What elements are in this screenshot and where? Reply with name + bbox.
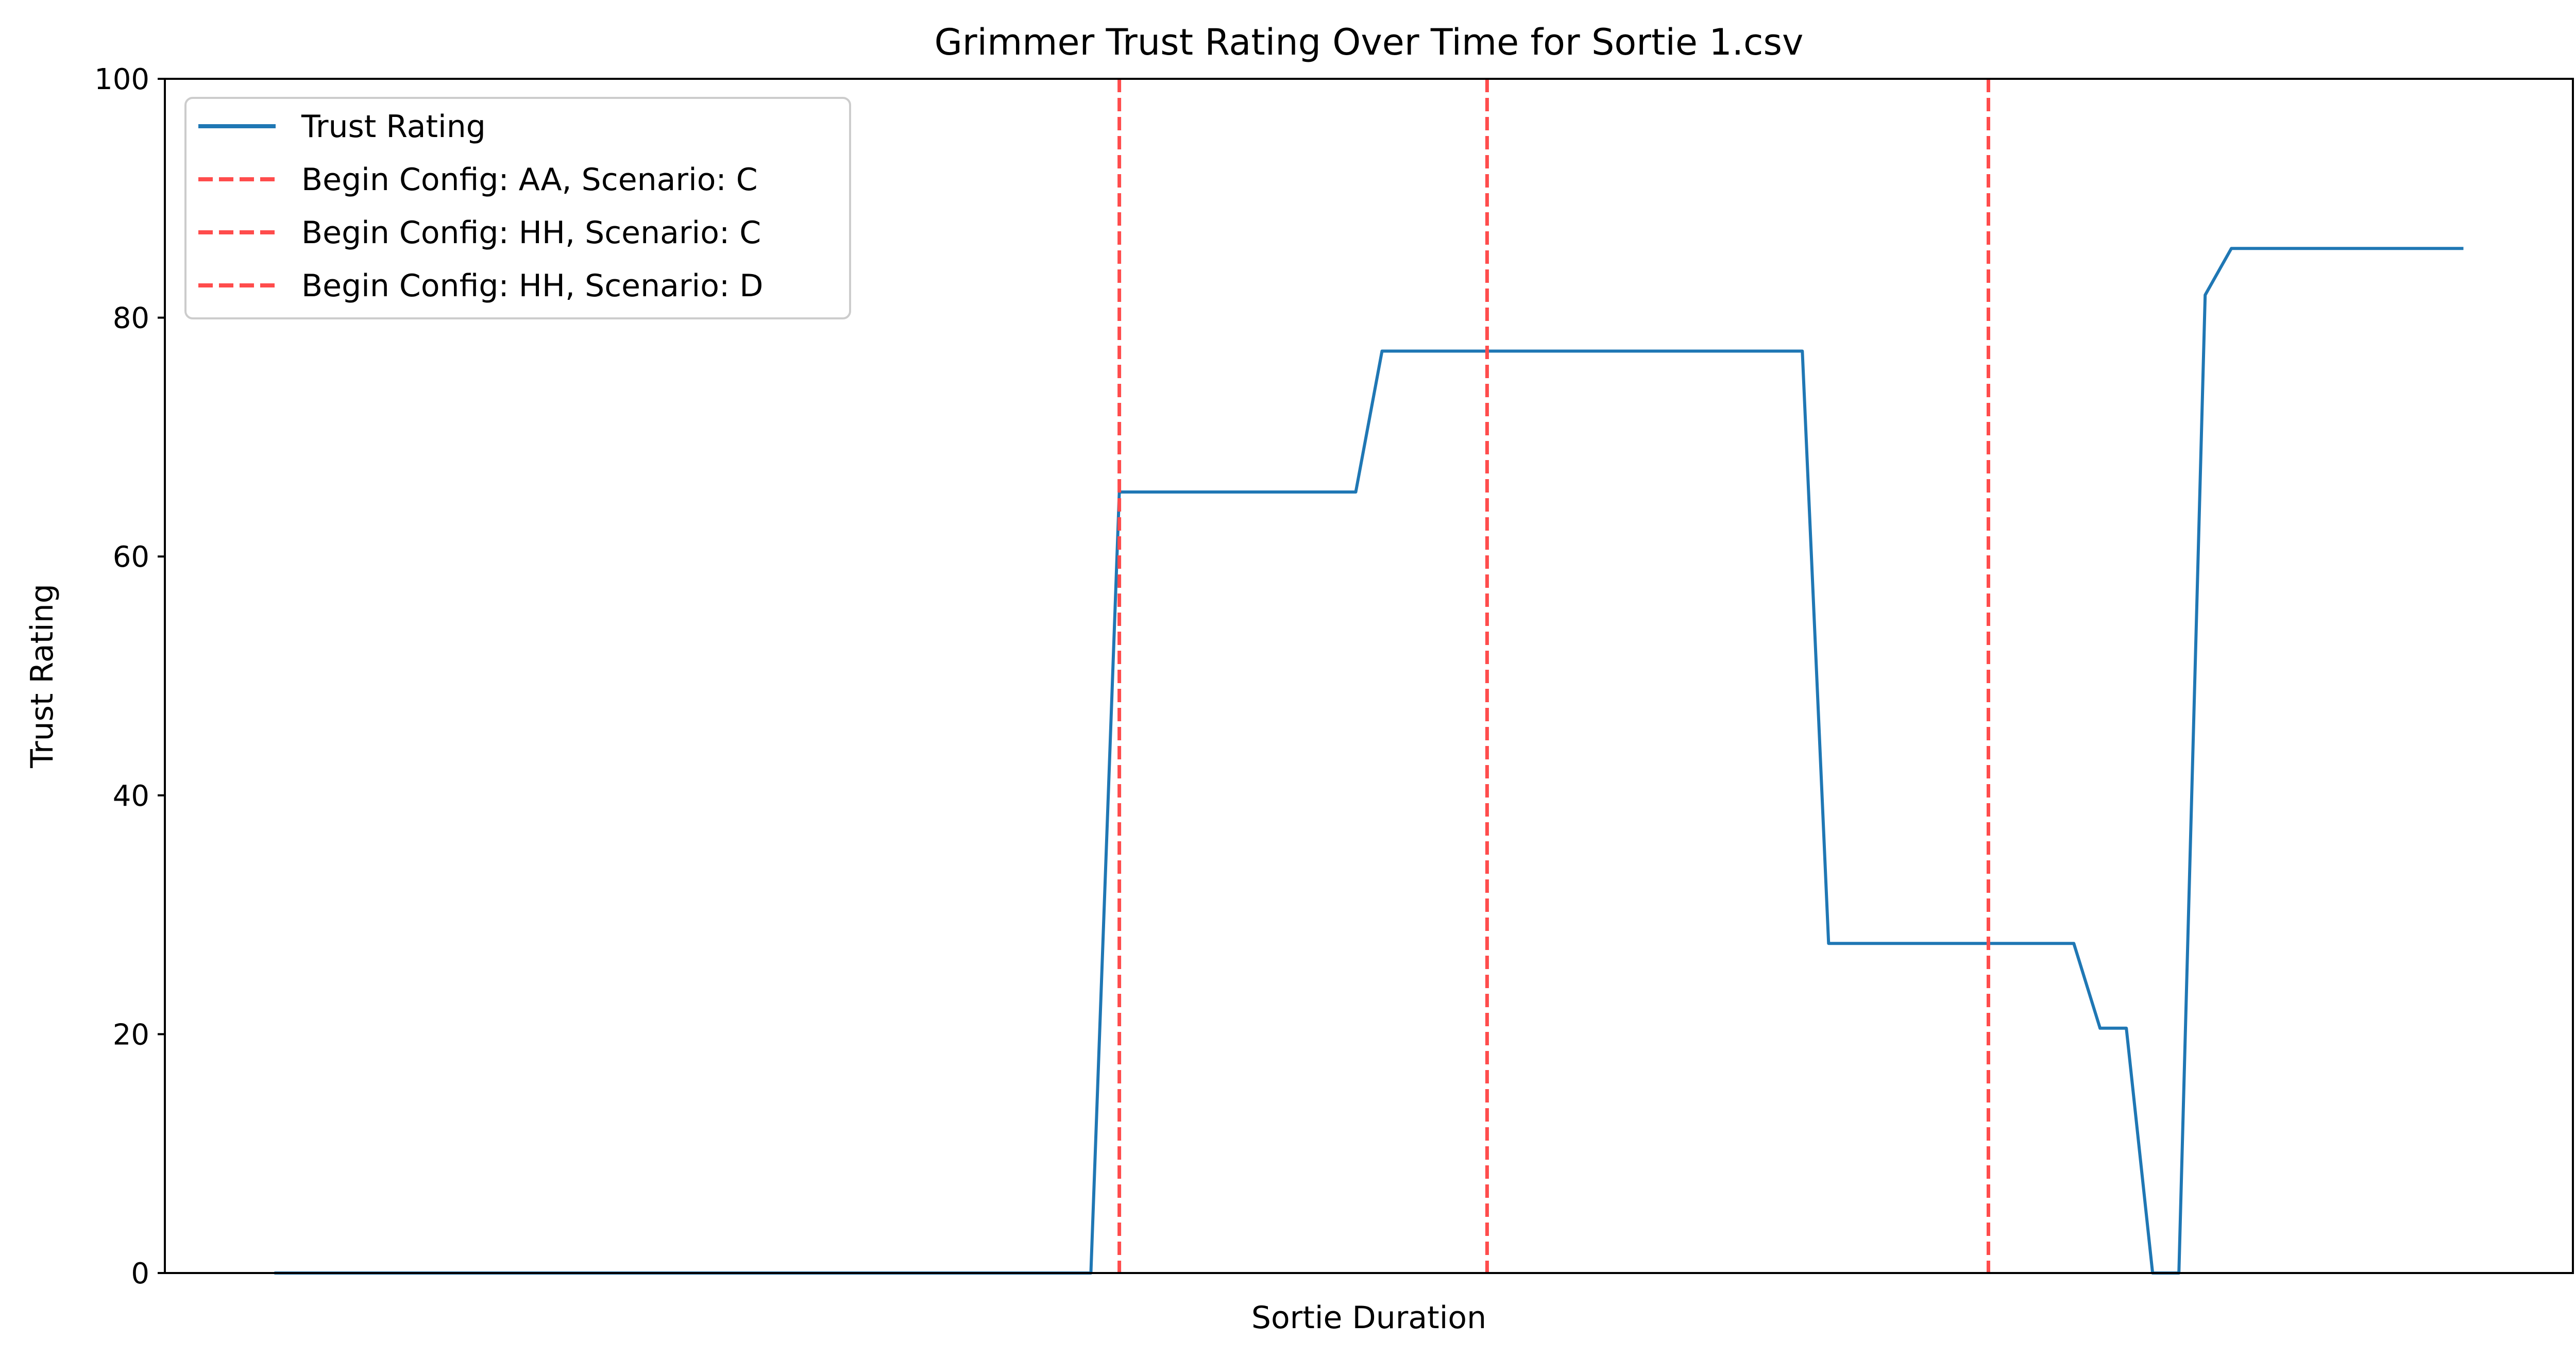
x-axis-label: Sortie Duration xyxy=(1251,1300,1486,1336)
series-line-trust-rating xyxy=(274,247,2464,1275)
y-tick-label-40: 40 xyxy=(113,779,149,813)
y-axis-label: Trust Rating xyxy=(24,584,60,769)
y-tick-label-0: 0 xyxy=(131,1257,149,1291)
legend-label-trust-rating: Trust Rating xyxy=(301,109,486,145)
plot-frame xyxy=(164,78,2574,1274)
plot-area xyxy=(274,79,2464,1275)
y-axis: 0 20 40 60 80 100 xyxy=(94,63,165,1291)
legend-box xyxy=(184,97,851,319)
legend: Trust Rating Begin Config: AA, Scenario:… xyxy=(184,97,851,319)
y-tick-label-100: 100 xyxy=(94,63,149,96)
legend-label-config-hh-d: Begin Config: HH, Scenario: D xyxy=(301,268,763,304)
y-tick-label-60: 60 xyxy=(113,540,149,574)
legend-label-config-aa-c: Begin Config: AA, Scenario: C xyxy=(301,162,758,198)
legend-label-config-hh-c: Begin Config: HH, Scenario: C xyxy=(301,215,761,251)
chart-title: Grimmer Trust Rating Over Time for Sorti… xyxy=(935,21,1804,63)
y-tick-label-20: 20 xyxy=(113,1018,149,1051)
y-tick-label-80: 80 xyxy=(113,302,149,335)
